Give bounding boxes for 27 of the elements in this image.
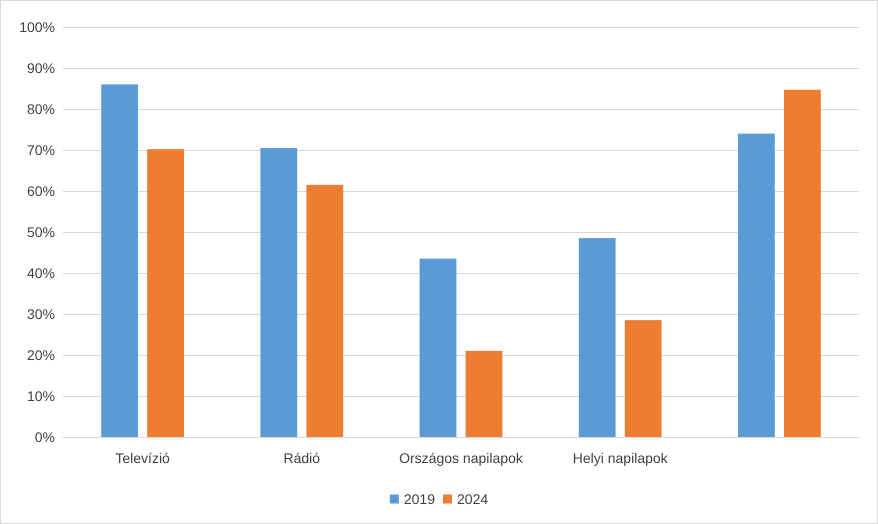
- x-tick-label: Televízió: [115, 450, 170, 466]
- y-tick-label: 80%: [26, 101, 55, 117]
- x-tick-label: Országos napilapok: [399, 450, 524, 466]
- y-tick-label: 70%: [26, 142, 55, 158]
- y-tick-label: 100%: [19, 19, 55, 35]
- x-tick-label: Helyi napilapok: [572, 450, 669, 466]
- y-tick-label: 20%: [26, 347, 55, 363]
- bar: [784, 90, 821, 437]
- bar: [466, 350, 502, 437]
- bar: [578, 238, 616, 437]
- y-tick-label: 30%: [26, 306, 55, 322]
- x-tick-label: Rádió: [284, 450, 320, 466]
- bar: [420, 258, 456, 437]
- bar: [738, 134, 775, 437]
- y-tick-label: 10%: [26, 388, 55, 404]
- legend-label: 2019: [404, 491, 436, 507]
- bar: [624, 320, 662, 437]
- y-tick-label: 90%: [26, 60, 55, 76]
- bar: [101, 84, 138, 437]
- legend-label: 2024: [457, 491, 488, 507]
- y-tick-label: 0%: [34, 429, 55, 445]
- y-tick-label: 60%: [26, 183, 55, 199]
- bar: [306, 184, 344, 437]
- bar: [260, 148, 298, 437]
- y-tick-label: 40%: [26, 265, 55, 281]
- bar: [147, 149, 184, 437]
- y-tick-label: 50%: [26, 224, 55, 240]
